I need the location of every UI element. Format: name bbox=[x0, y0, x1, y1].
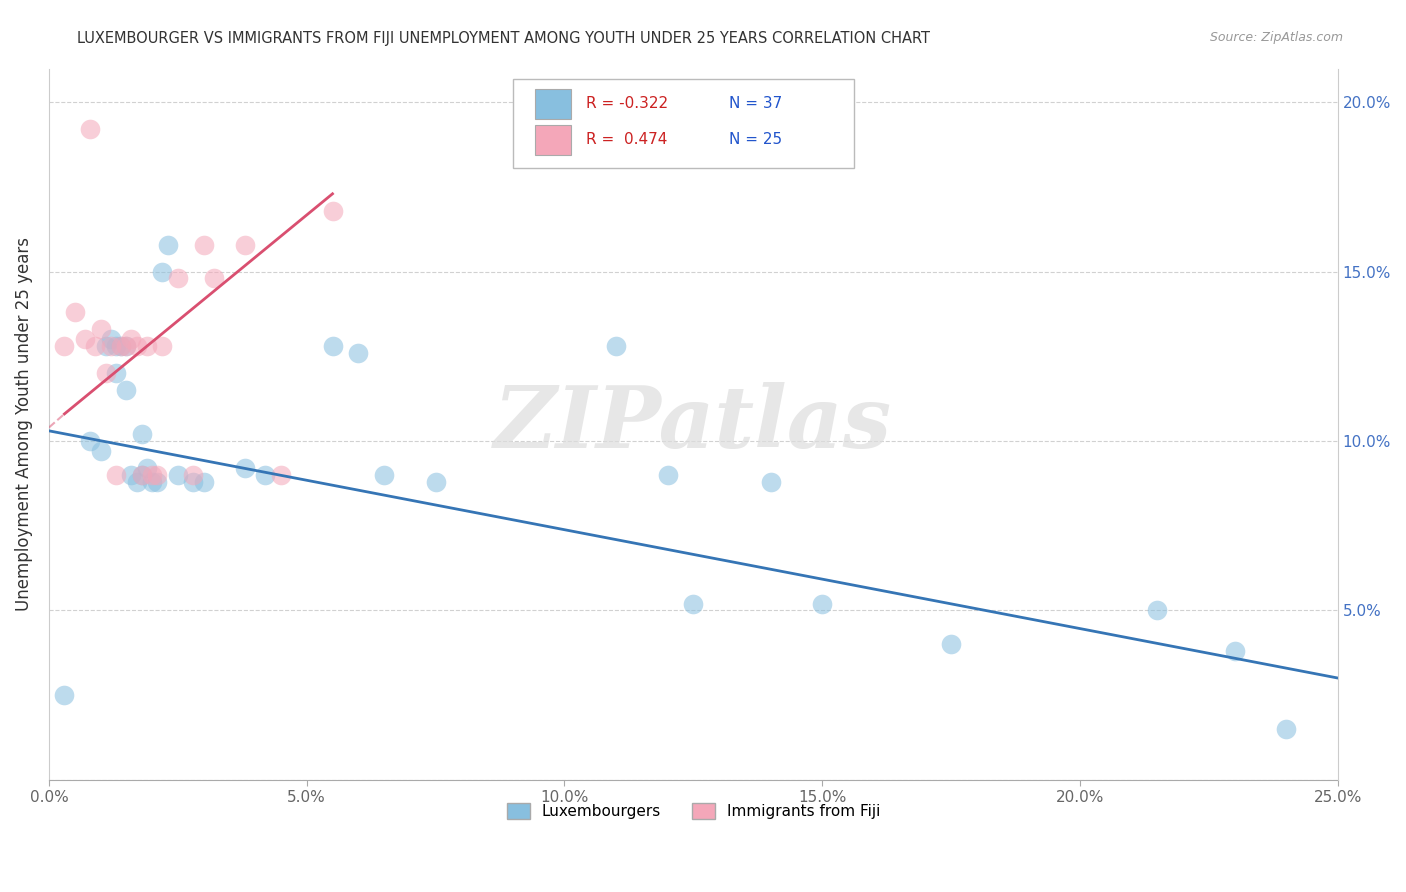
Point bbox=[759, 475, 782, 489]
Point bbox=[125, 339, 148, 353]
Point bbox=[181, 475, 204, 489]
Point bbox=[115, 339, 138, 353]
Point bbox=[682, 597, 704, 611]
Point bbox=[94, 366, 117, 380]
Point bbox=[84, 339, 107, 353]
Point bbox=[131, 467, 153, 482]
Point bbox=[79, 122, 101, 136]
FancyBboxPatch shape bbox=[513, 79, 855, 168]
Point bbox=[141, 467, 163, 482]
Point bbox=[939, 637, 962, 651]
Point bbox=[115, 383, 138, 397]
Point bbox=[166, 271, 188, 285]
Text: ZIPatlas: ZIPatlas bbox=[495, 383, 893, 466]
Point bbox=[104, 467, 127, 482]
Point bbox=[79, 434, 101, 448]
Text: R =  0.474: R = 0.474 bbox=[586, 132, 668, 147]
Point bbox=[89, 322, 111, 336]
Point bbox=[73, 333, 96, 347]
Point bbox=[1223, 644, 1246, 658]
Point bbox=[104, 366, 127, 380]
Text: N = 37: N = 37 bbox=[730, 96, 783, 112]
Point bbox=[657, 467, 679, 482]
Point bbox=[104, 339, 127, 353]
Point bbox=[425, 475, 447, 489]
Text: LUXEMBOURGER VS IMMIGRANTS FROM FIJI UNEMPLOYMENT AMONG YOUTH UNDER 25 YEARS COR: LUXEMBOURGER VS IMMIGRANTS FROM FIJI UNE… bbox=[77, 31, 931, 46]
Point bbox=[89, 444, 111, 458]
Text: N = 25: N = 25 bbox=[730, 132, 783, 147]
Point bbox=[120, 467, 142, 482]
Point bbox=[156, 237, 179, 252]
Point bbox=[53, 339, 76, 353]
Point bbox=[100, 339, 122, 353]
Point bbox=[181, 467, 204, 482]
Point bbox=[1146, 603, 1168, 617]
Point bbox=[120, 333, 142, 347]
Point bbox=[233, 237, 256, 252]
Point bbox=[131, 467, 153, 482]
Point bbox=[135, 339, 157, 353]
Point bbox=[321, 203, 343, 218]
Point bbox=[373, 467, 395, 482]
Point bbox=[146, 475, 169, 489]
Point bbox=[193, 475, 215, 489]
Text: Source: ZipAtlas.com: Source: ZipAtlas.com bbox=[1209, 31, 1343, 45]
Point bbox=[53, 688, 76, 702]
Text: R = -0.322: R = -0.322 bbox=[586, 96, 668, 112]
Point bbox=[94, 339, 117, 353]
FancyBboxPatch shape bbox=[534, 89, 571, 119]
Point bbox=[63, 305, 86, 319]
Point bbox=[166, 467, 188, 482]
Point bbox=[131, 427, 153, 442]
Point bbox=[125, 475, 148, 489]
Point bbox=[233, 461, 256, 475]
Point bbox=[135, 461, 157, 475]
Point bbox=[146, 467, 169, 482]
Point bbox=[1275, 722, 1298, 736]
Point bbox=[347, 346, 370, 360]
FancyBboxPatch shape bbox=[534, 125, 571, 154]
Point bbox=[254, 467, 277, 482]
Point bbox=[141, 475, 163, 489]
Point bbox=[202, 271, 225, 285]
Point bbox=[110, 339, 132, 353]
Point bbox=[270, 467, 292, 482]
Point bbox=[150, 265, 173, 279]
Point bbox=[605, 339, 627, 353]
Point bbox=[193, 237, 215, 252]
Point bbox=[100, 333, 122, 347]
Point bbox=[321, 339, 343, 353]
Point bbox=[115, 339, 138, 353]
Point bbox=[811, 597, 834, 611]
Point bbox=[150, 339, 173, 353]
Legend: Luxembourgers, Immigrants from Fiji: Luxembourgers, Immigrants from Fiji bbox=[501, 797, 886, 825]
Point bbox=[110, 339, 132, 353]
Y-axis label: Unemployment Among Youth under 25 years: Unemployment Among Youth under 25 years bbox=[15, 237, 32, 611]
